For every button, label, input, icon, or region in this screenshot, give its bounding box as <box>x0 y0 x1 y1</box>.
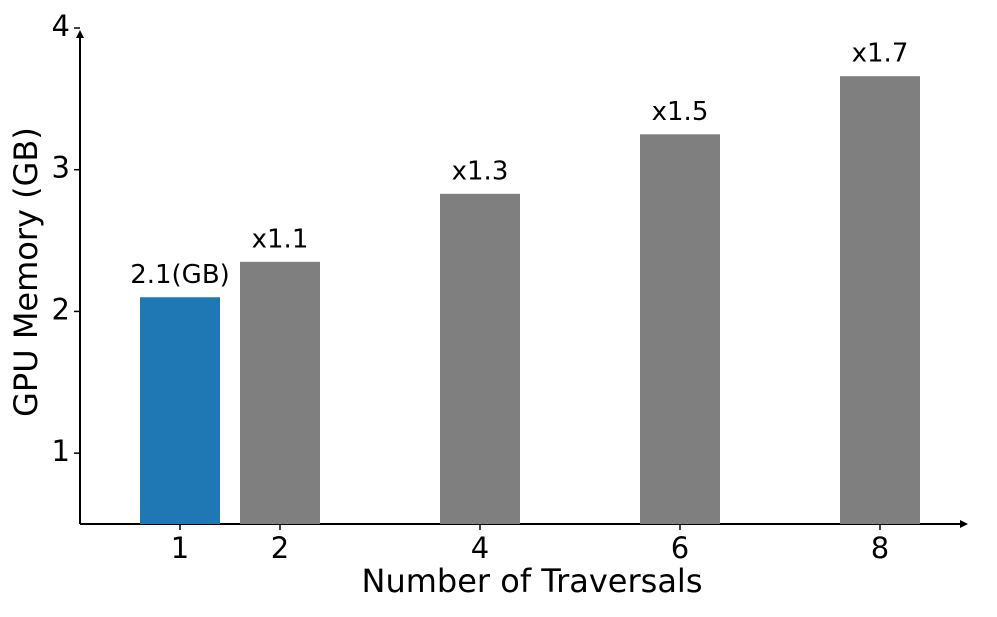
bar <box>140 297 220 524</box>
bar-annotation: 2.1(GB) <box>130 260 230 290</box>
y-tick-label: 3 <box>52 151 70 185</box>
y-tick-label: 1 <box>52 434 70 468</box>
y-axis-arrow <box>76 30 84 38</box>
bar-annotation: x1.3 <box>452 156 509 186</box>
x-tick-label: 6 <box>671 531 689 565</box>
y-axis-label: GPU Memory (GB) <box>7 127 45 417</box>
bar <box>640 134 720 525</box>
bar-annotation: x1.7 <box>852 39 909 69</box>
x-tick-label: 8 <box>871 531 889 565</box>
bar-annotation: x1.5 <box>652 97 709 127</box>
bar <box>440 193 520 524</box>
y-tick-label: 4 <box>52 9 70 43</box>
bar <box>240 261 320 524</box>
x-axis-label: Number of Traversals <box>362 562 703 600</box>
x-tick-label: 1 <box>171 531 189 565</box>
x-tick-label: 4 <box>471 531 489 565</box>
bar <box>840 76 920 524</box>
x-axis-arrow <box>960 520 968 528</box>
bar-annotation: x1.1 <box>252 224 309 254</box>
x-tick-label: 2 <box>271 531 289 565</box>
y-tick-label: 2 <box>52 292 70 326</box>
